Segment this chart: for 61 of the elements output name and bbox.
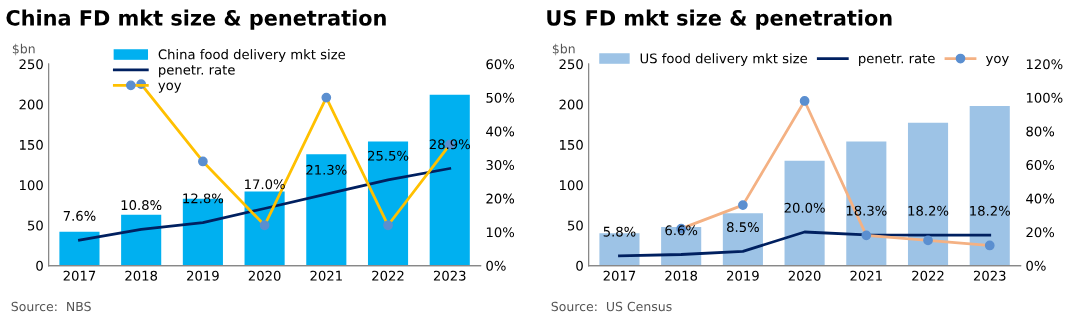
x-tick-label: 2023: [433, 270, 466, 281]
y-tick-label: 0: [36, 260, 43, 271]
legend-label: China food delivery mkt size: [158, 49, 346, 62]
data-label: 6.6%: [665, 225, 698, 236]
x-tick-label: 2020: [248, 270, 281, 281]
y2-tick-label: 0%: [486, 260, 506, 271]
y-tick-label: 100: [20, 180, 43, 191]
data-label: 20.0%: [784, 202, 825, 213]
x-tick-label: 2022: [372, 270, 404, 281]
data-label: 7.6%: [63, 210, 96, 221]
y2-tick-label: 50%: [486, 92, 515, 103]
y-tick-label: 200: [559, 99, 583, 110]
y2-tick-label: 0%: [1026, 260, 1046, 271]
legend-label: penetr. rate: [859, 53, 935, 66]
data-label: 18.3%: [846, 205, 887, 216]
chart-title: China FD mkt size & penetration: [6, 9, 386, 30]
y-tick-label: 250: [559, 59, 583, 70]
y2-tick-label: 30%: [486, 160, 515, 170]
x-tick-label: 2019: [187, 270, 219, 281]
data-label: 5.8%: [603, 226, 636, 237]
data-label: 18.2%: [970, 205, 1010, 216]
x-tick-label: 2018: [125, 270, 158, 281]
legend-label: yoy: [985, 55, 1009, 66]
y2-tick-label: 80%: [1026, 126, 1055, 137]
legend-label: yoy: [158, 82, 182, 93]
x-tick-label: 2023: [973, 270, 1006, 281]
data-label: 10.8%: [121, 200, 162, 211]
y-axis-title: $bn: [552, 43, 575, 56]
y2-tick-label: 40%: [1026, 193, 1055, 204]
y-tick-label: 150: [20, 139, 43, 150]
y2-tick-label: 20%: [486, 193, 515, 204]
y-tick-label: 100: [560, 180, 583, 191]
x-tick-label: 2021: [310, 270, 342, 281]
source-note: Source: NBS: [11, 301, 91, 312]
y-tick-label: 0: [576, 260, 583, 271]
legend-label: penetr. rate: [159, 65, 235, 78]
y-tick-label: 50: [27, 220, 43, 231]
y-axis-title: $bn: [12, 43, 35, 56]
x-tick-label: 2021: [850, 270, 882, 281]
x-tick-label: 2022: [912, 270, 944, 281]
y2-tick-label: 10%: [486, 227, 515, 238]
legend-label: US food delivery mkt size: [640, 53, 808, 66]
y2-tick-label: 60%: [1026, 160, 1055, 170]
y2-tick-label: 60%: [486, 59, 515, 70]
data-label: 8.5%: [727, 222, 759, 233]
x-tick-label: 2020: [788, 270, 821, 281]
y-tick-label: 150: [560, 139, 583, 150]
y-tick-label: 200: [19, 99, 43, 110]
y-tick-label: 250: [19, 59, 43, 70]
y2-tick-label: 120%: [1026, 59, 1063, 70]
chart-title: US FD mkt size & penetration: [547, 9, 892, 30]
x-tick-label: 2017: [63, 270, 96, 281]
x-tick-label: 2018: [665, 270, 698, 281]
x-tick-label: 2019: [727, 270, 759, 281]
x-tick-label: 2017: [603, 270, 636, 281]
y2-tick-label: 40%: [486, 126, 515, 137]
y2-tick-label: 100%: [1026, 92, 1063, 103]
data-label: 18.2%: [908, 205, 949, 216]
y2-tick-label: 20%: [1026, 227, 1055, 238]
source-note: Source: US Census: [551, 301, 672, 312]
y-tick-label: 50: [567, 220, 583, 231]
